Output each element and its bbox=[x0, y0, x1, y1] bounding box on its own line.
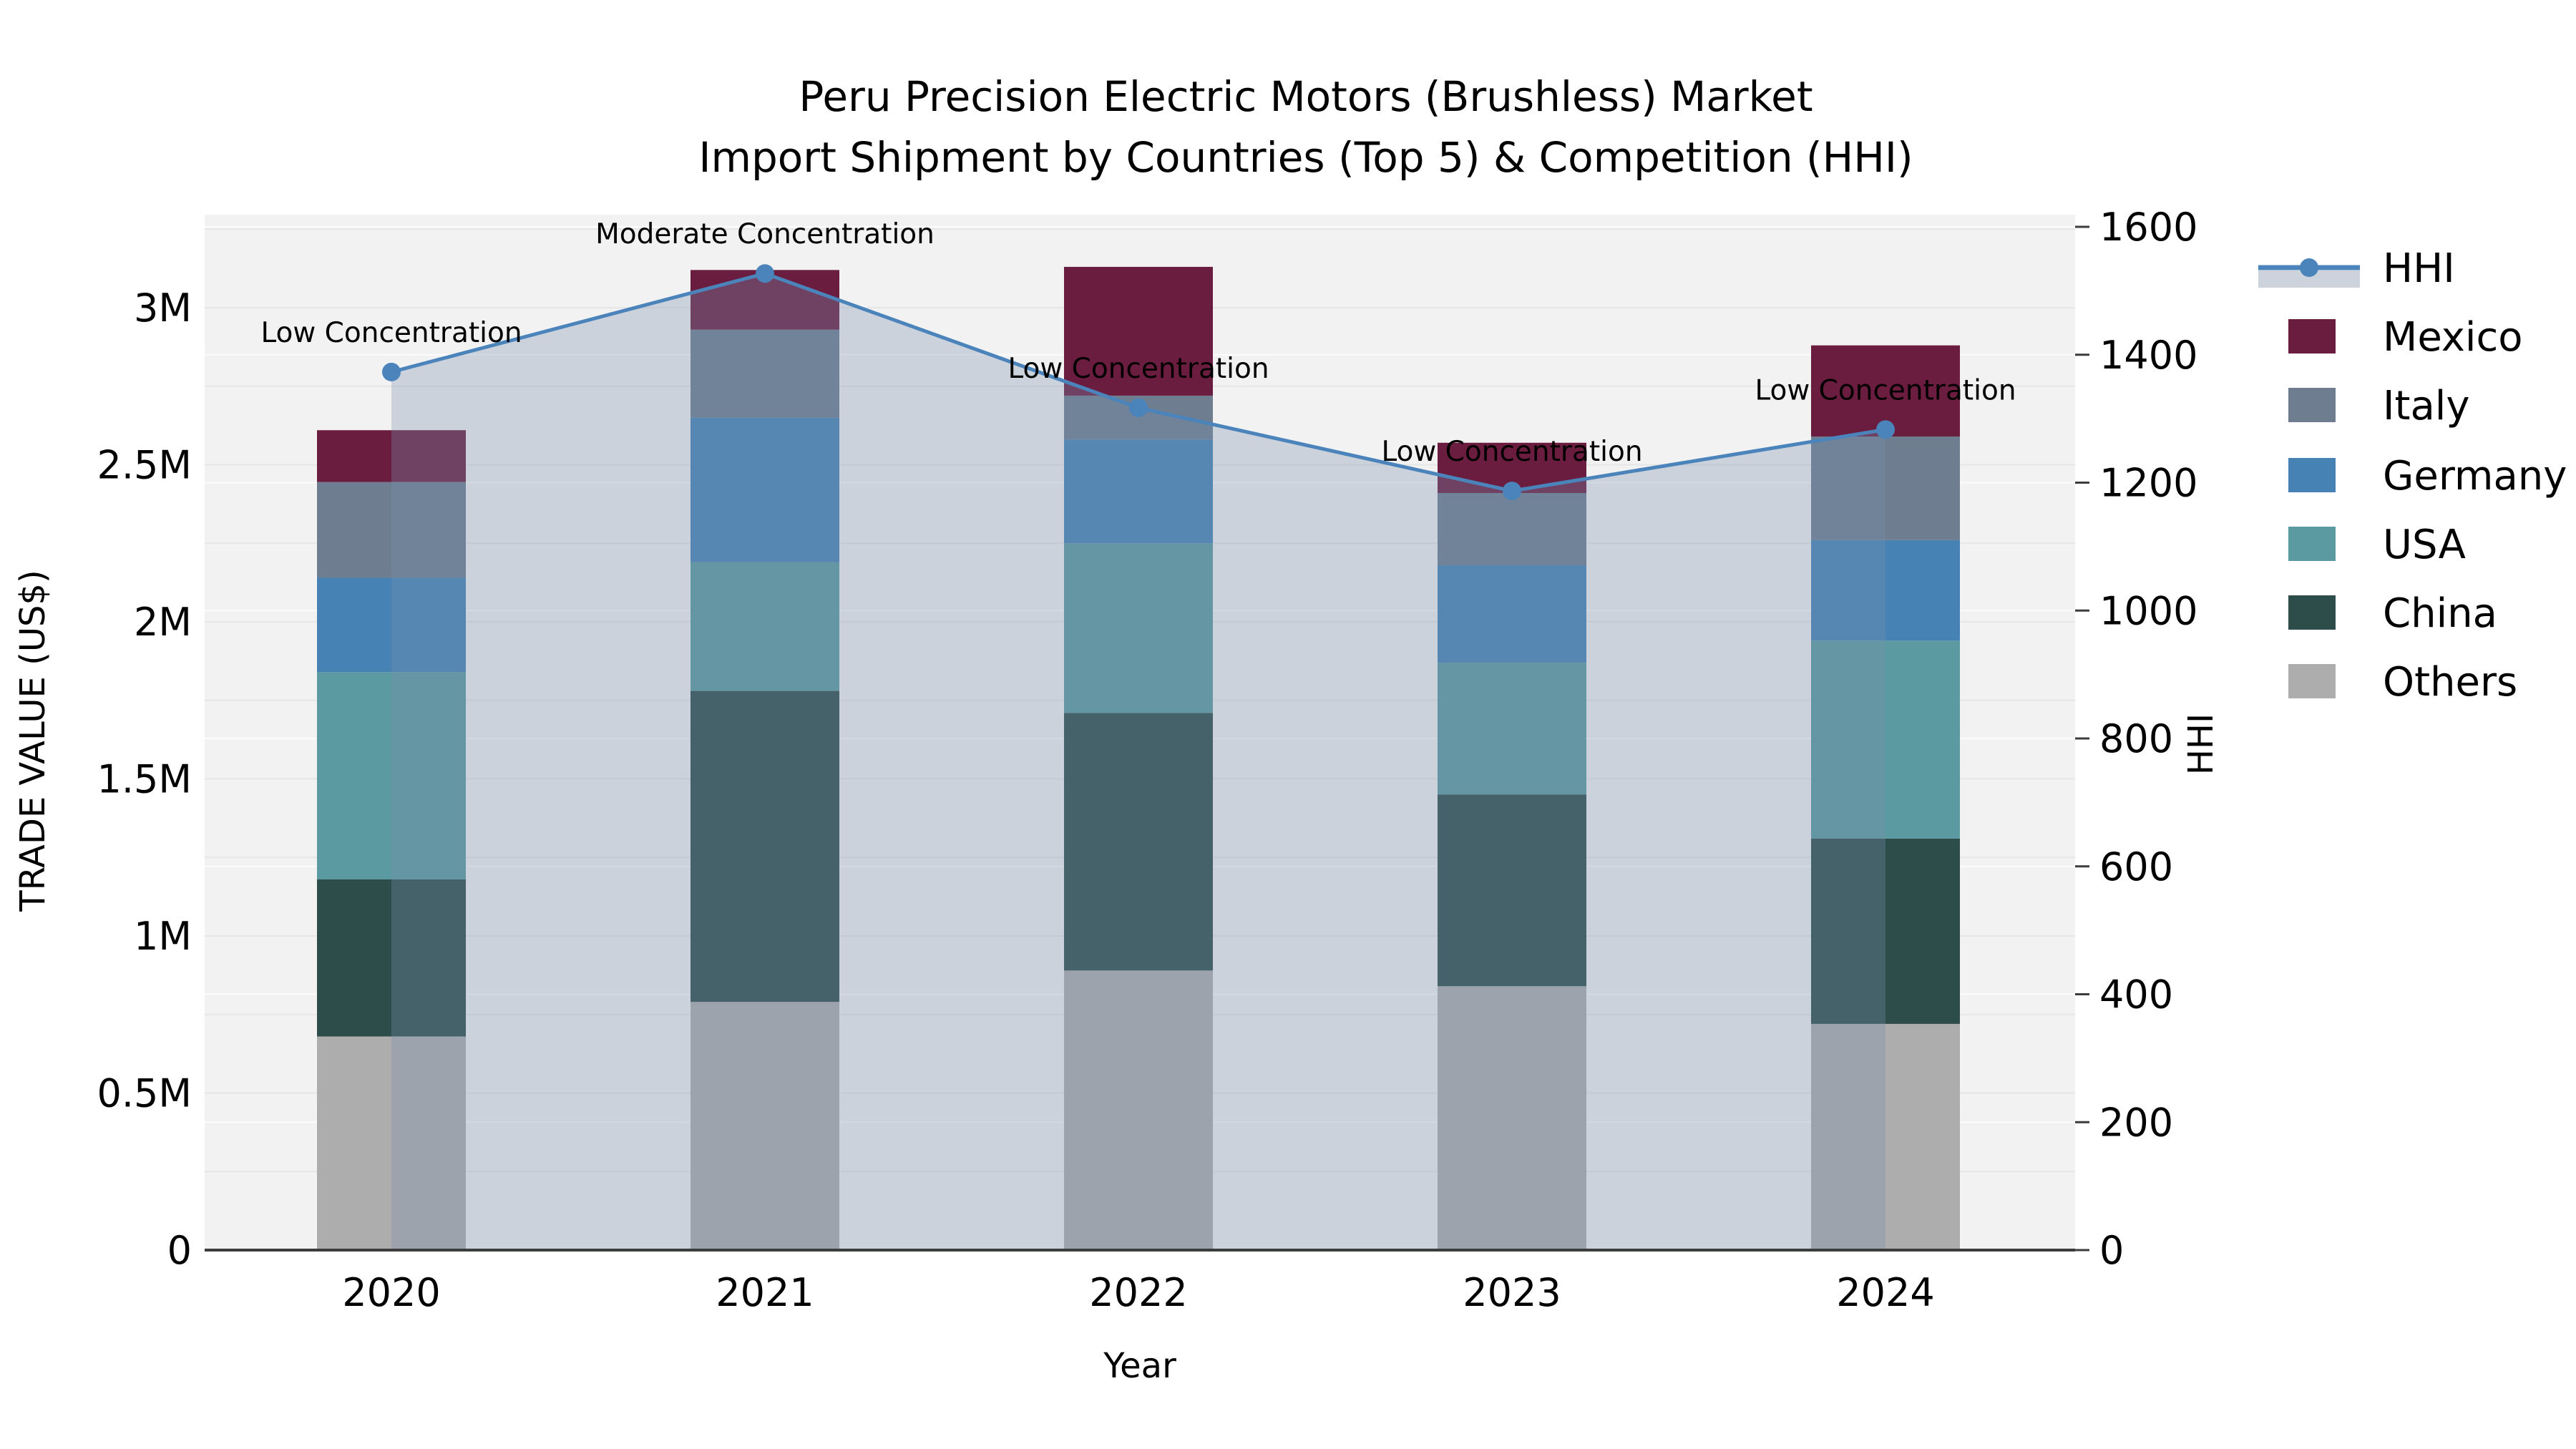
bar-2022-mexico bbox=[1064, 266, 1213, 396]
y2-tick-label: 1400 bbox=[2099, 333, 2197, 378]
bar-2020-others bbox=[317, 1036, 466, 1250]
legend-item-mexico: Mexico bbox=[2288, 314, 2523, 361]
y-tick-label: 1M bbox=[134, 914, 192, 959]
legend: HHI Mexico Italy Germany USA China Others bbox=[2258, 245, 2567, 706]
y2-tick-label: 1000 bbox=[2099, 588, 2197, 633]
annotation-2022: Low Concentration bbox=[1008, 353, 1269, 385]
bar-2020-mexico bbox=[317, 430, 466, 482]
hhi-area-fill bbox=[391, 273, 1885, 1250]
legend-label-hhi: HHI bbox=[2383, 245, 2455, 292]
y-axis-title: TRADE VALUE (US$) bbox=[13, 570, 53, 912]
x-tick-label-2021: 2021 bbox=[716, 1270, 814, 1315]
legend-swatch-italy bbox=[2288, 388, 2336, 422]
legend-label-others: Others bbox=[2383, 659, 2517, 706]
x-axis-title: Year bbox=[1103, 1346, 1176, 1386]
hhi-marker-2022 bbox=[1129, 398, 1148, 417]
bar-2023-italy bbox=[1438, 493, 1586, 565]
bar-2022-others bbox=[1064, 970, 1213, 1250]
y-tick-label: 3M bbox=[134, 286, 192, 331]
bar-2022-china bbox=[1064, 713, 1213, 971]
hhi-marker-2023 bbox=[1503, 482, 1521, 501]
y-tick-label: 2M bbox=[134, 600, 192, 645]
bar-2023-germany bbox=[1438, 565, 1586, 663]
bar-2023-china bbox=[1438, 794, 1586, 987]
legend-label-mexico: Mexico bbox=[2383, 314, 2523, 361]
y-tick-label: 2.5M bbox=[97, 443, 192, 488]
bar-2024-china bbox=[1811, 838, 1960, 1024]
y2-axis-title: HHI bbox=[2181, 713, 2221, 775]
bar-2021-germany bbox=[691, 417, 839, 562]
legend-swatch-china bbox=[2288, 595, 2336, 630]
legend-label-germany: Germany bbox=[2383, 453, 2567, 499]
legend-label-usa: USA bbox=[2383, 522, 2466, 568]
legend-swatch-others bbox=[2288, 664, 2336, 698]
y-tick-label: 1.5M bbox=[97, 757, 192, 802]
annotation-2020: Low Concentration bbox=[260, 317, 522, 349]
legend-item-usa: USA bbox=[2288, 522, 2466, 568]
bar-2022-germany bbox=[1064, 439, 1213, 544]
y-tick-label: 0 bbox=[167, 1228, 192, 1273]
bar-2024-italy bbox=[1811, 436, 1960, 540]
bar-2022-usa bbox=[1064, 543, 1213, 713]
bar-2023-others bbox=[1438, 986, 1586, 1250]
bar-2020-germany bbox=[317, 577, 466, 673]
bar-2020-china bbox=[317, 879, 466, 1037]
bar-2023-usa bbox=[1438, 663, 1586, 795]
bar-2021-china bbox=[691, 691, 839, 1002]
legend-swatch-usa bbox=[2288, 527, 2336, 561]
y2-tick-label: 400 bbox=[2099, 972, 2173, 1018]
hhi-marker-2024 bbox=[1876, 420, 1895, 439]
bar-2024-germany bbox=[1811, 540, 1960, 641]
bar-2024-usa bbox=[1811, 640, 1960, 839]
bar-2020-usa bbox=[317, 672, 466, 879]
y2-tick-label: 200 bbox=[2099, 1100, 2173, 1145]
x-tick-label-2020: 2020 bbox=[342, 1270, 440, 1315]
y2-tick-label: 1600 bbox=[2099, 205, 2197, 250]
legend-item-others: Others bbox=[2288, 659, 2517, 706]
y2-tick-label: 0 bbox=[2099, 1228, 2124, 1273]
x-tick-label-2022: 2022 bbox=[1089, 1270, 1187, 1315]
y2-tick-label: 600 bbox=[2099, 844, 2173, 889]
legend-swatch-mexico bbox=[2288, 319, 2336, 353]
legend-item-china: China bbox=[2288, 590, 2497, 637]
chart-title-line1: Peru Precision Electric Motors (Brushles… bbox=[799, 72, 1813, 121]
hhi-marker-2020 bbox=[382, 362, 401, 381]
legend-label-china: China bbox=[2383, 590, 2497, 637]
legend-swatch-germany bbox=[2288, 458, 2336, 492]
x-tick-label-2024: 2024 bbox=[1836, 1270, 1934, 1315]
bar-2020-italy bbox=[317, 482, 466, 578]
x-tick-label-2023: 2023 bbox=[1463, 1270, 1561, 1315]
y-tick-label: 0.5M bbox=[97, 1071, 192, 1116]
annotation-2024: Low Concentration bbox=[1755, 374, 2016, 406]
y2-tick-label: 800 bbox=[2099, 716, 2173, 761]
chart-title-line2: Import Shipment by Countries (Top 5) & C… bbox=[698, 133, 1913, 182]
bar-2024-others bbox=[1811, 1023, 1960, 1250]
legend-item-germany: Germany bbox=[2288, 453, 2567, 499]
legend-item-italy: Italy bbox=[2288, 383, 2470, 429]
annotation-2021: Moderate Concentration bbox=[595, 218, 935, 250]
legend-item-hhi: HHI bbox=[2258, 245, 2455, 292]
bar-2021-italy bbox=[691, 329, 839, 418]
bar-2021-usa bbox=[691, 562, 839, 691]
annotation-2023: Low Concentration bbox=[1381, 436, 1642, 468]
hhi-marker-2021 bbox=[756, 264, 774, 283]
bar-2021-others bbox=[691, 1002, 839, 1250]
legend-label-italy: Italy bbox=[2383, 383, 2470, 429]
hhi-legend-marker bbox=[2300, 258, 2318, 277]
y2-tick-label: 1200 bbox=[2099, 461, 2197, 506]
